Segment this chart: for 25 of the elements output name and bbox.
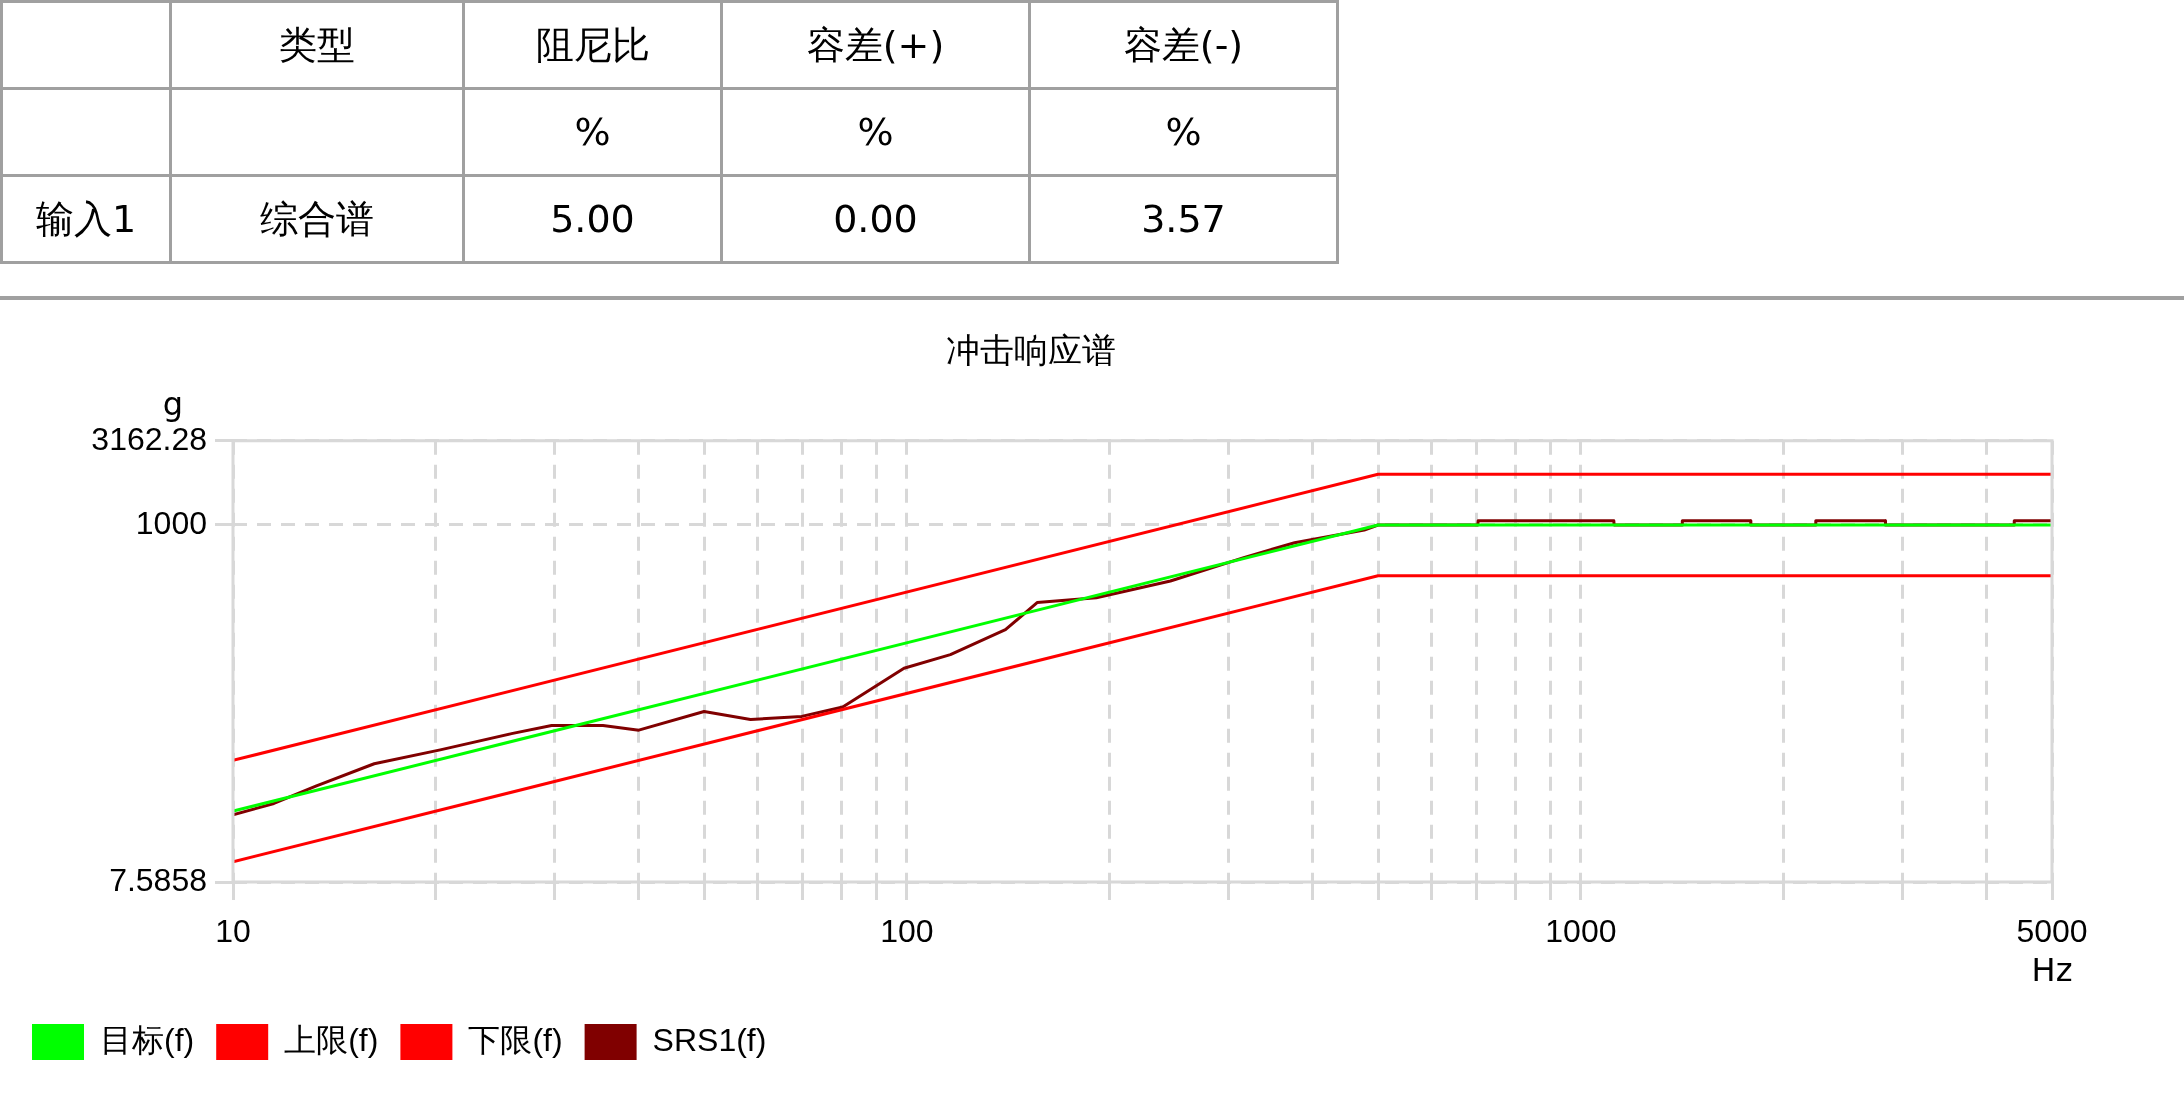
x-axis-title: Hz: [2031, 951, 2073, 990]
y-tick-label: 1000: [135, 504, 207, 541]
x-tick-label: 1000: [1545, 913, 1617, 950]
y-tick-label: 7.5858: [109, 861, 207, 898]
x-tick-label: 100: [880, 913, 934, 950]
text: %: [721, 88, 1030, 176]
legend-label: 目标(f): [100, 1021, 195, 1058]
text: 阻尼比: [463, 1, 722, 89]
legend-label: 下限(f): [468, 1021, 563, 1058]
text: 输入1: [1, 175, 171, 263]
chart-title: 冲击响应谱: [946, 330, 1116, 369]
text: 5.00: [463, 175, 722, 263]
text: %: [463, 88, 722, 176]
legend-label: SRS1(f): [652, 1021, 767, 1058]
text: 容差(-): [1029, 1, 1338, 89]
text: 0.00: [721, 175, 1030, 263]
text: 类型: [170, 1, 464, 89]
y-axis-title: g: [162, 385, 184, 424]
x-tick-label: 5000: [2016, 913, 2088, 950]
legend-label: 上限(f): [284, 1021, 379, 1058]
text: 容差(+): [721, 1, 1030, 89]
text: %: [1029, 88, 1338, 176]
text: 3.57: [1029, 175, 1338, 263]
text: 综合谱: [170, 175, 464, 263]
x-tick-label: 10: [215, 913, 251, 950]
